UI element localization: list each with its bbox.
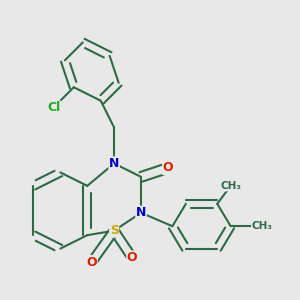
- Text: S: S: [110, 224, 118, 237]
- Text: N: N: [109, 157, 119, 170]
- Text: N: N: [136, 206, 146, 219]
- Text: CH₃: CH₃: [252, 221, 273, 231]
- Text: CH₃: CH₃: [220, 181, 241, 191]
- Text: O: O: [127, 251, 137, 264]
- Text: Cl: Cl: [47, 101, 60, 114]
- Text: O: O: [163, 161, 173, 174]
- Text: O: O: [86, 256, 97, 268]
